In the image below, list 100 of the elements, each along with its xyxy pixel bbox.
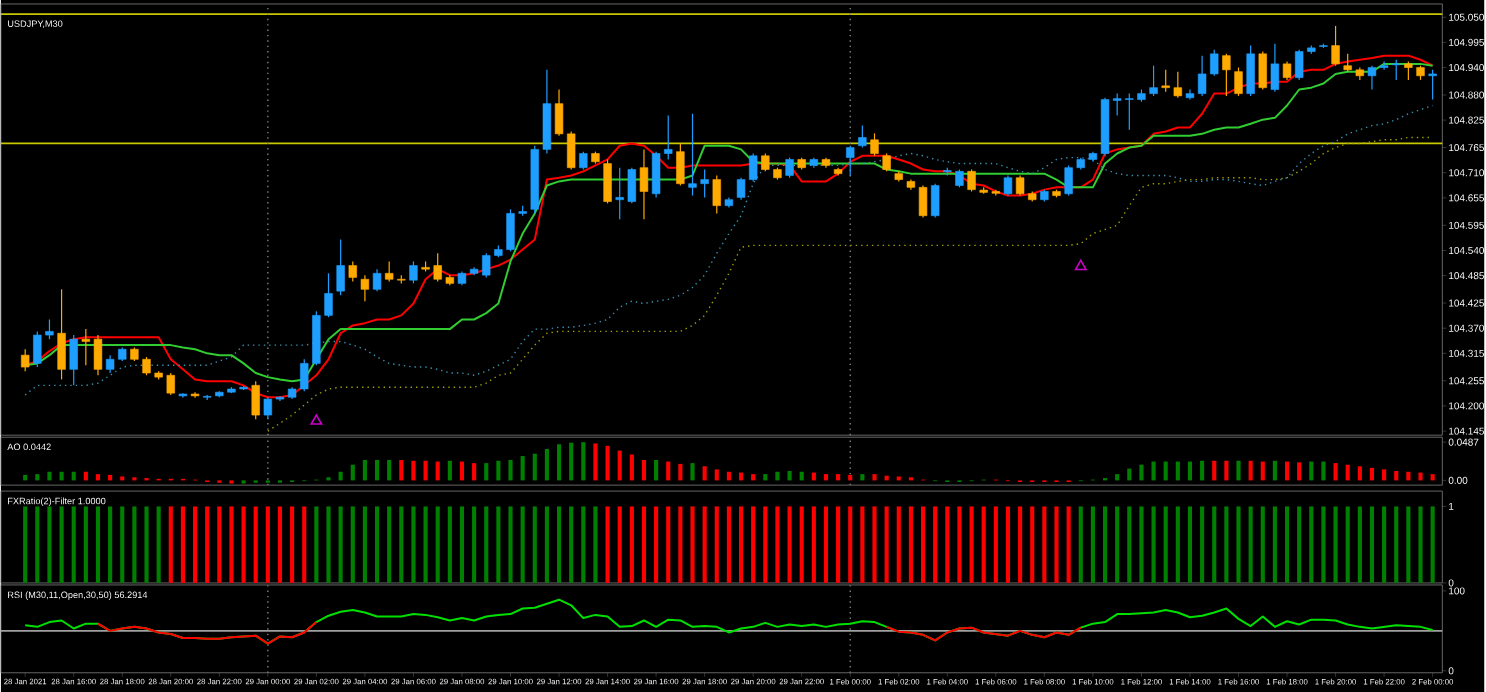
candlestick <box>57 288 66 380</box>
candlestick <box>967 168 976 192</box>
bar <box>47 471 52 481</box>
bar <box>435 461 440 481</box>
bar <box>1224 460 1229 481</box>
candlestick <box>1222 52 1231 97</box>
bar <box>1309 461 1314 481</box>
candlestick <box>1282 60 1292 81</box>
bar <box>423 460 428 481</box>
bar <box>1382 469 1387 481</box>
bar <box>544 448 549 481</box>
bar <box>1151 461 1156 481</box>
candlestick <box>1234 66 1243 97</box>
candlestick <box>360 274 370 302</box>
bar <box>1333 462 1338 481</box>
bar <box>763 473 768 481</box>
bar <box>1345 464 1350 481</box>
bar <box>556 443 562 481</box>
bar <box>1115 473 1120 481</box>
candlestick <box>870 132 879 157</box>
bar <box>1175 461 1180 481</box>
bar <box>350 464 355 481</box>
candlestick <box>1331 24 1340 66</box>
candlestick <box>1258 50 1267 90</box>
bar <box>1260 461 1265 481</box>
bar <box>605 445 610 481</box>
bar <box>641 459 647 481</box>
bar <box>569 442 574 481</box>
candlestick <box>1392 58 1401 81</box>
candlestick <box>918 184 928 218</box>
candlestick <box>785 156 794 178</box>
bar <box>823 473 829 481</box>
bar <box>496 460 501 481</box>
bar <box>95 473 101 481</box>
bar <box>593 443 598 481</box>
bar <box>836 473 841 481</box>
bar <box>1127 468 1132 481</box>
candlestick <box>542 68 552 154</box>
bar <box>1394 470 1399 481</box>
candlestick <box>348 260 357 282</box>
bar <box>411 460 416 481</box>
bar <box>751 473 756 481</box>
bar <box>714 469 719 481</box>
bar <box>702 465 707 481</box>
candlestick <box>930 182 940 218</box>
candlestick <box>69 334 78 386</box>
bar <box>374 459 380 481</box>
bar <box>860 473 865 481</box>
bar <box>1212 460 1217 481</box>
bar <box>447 460 452 481</box>
candlestick <box>846 144 855 176</box>
bar <box>1430 473 1435 481</box>
candlestick <box>1003 174 1013 196</box>
candlestick <box>603 158 612 204</box>
bar <box>1139 464 1144 481</box>
candlestick <box>1428 68 1437 100</box>
bar <box>629 454 634 481</box>
bar <box>1272 460 1277 481</box>
bar <box>654 459 659 481</box>
bar <box>1236 460 1241 481</box>
bar <box>787 470 792 481</box>
candlestick <box>21 348 30 372</box>
candlestick <box>409 260 418 284</box>
bar <box>35 473 40 481</box>
bar <box>666 461 671 481</box>
candlestick <box>1161 68 1170 92</box>
bar <box>1163 461 1168 481</box>
candlestick <box>372 268 382 292</box>
candlestick <box>251 380 260 420</box>
candlestick <box>712 174 721 214</box>
bar <box>1297 461 1302 481</box>
bar <box>459 461 465 481</box>
candlestick <box>336 238 345 296</box>
candlestick <box>1404 60 1413 81</box>
bar <box>399 459 404 481</box>
candlestick <box>858 124 867 148</box>
candlestick <box>1246 44 1255 97</box>
bar <box>484 462 489 481</box>
bar <box>678 463 683 481</box>
bar <box>1369 467 1375 481</box>
bar <box>362 459 367 481</box>
bar <box>690 462 695 481</box>
candlestick <box>1173 70 1183 98</box>
candlestick <box>639 148 649 220</box>
bar <box>508 459 513 481</box>
candlestick <box>676 142 685 186</box>
bar <box>472 462 477 481</box>
bar <box>1418 472 1423 481</box>
candlestick <box>1367 64 1377 90</box>
bar <box>532 453 537 481</box>
bar <box>520 455 525 481</box>
bar <box>1284 461 1290 481</box>
bar <box>617 450 622 481</box>
bar <box>387 459 392 481</box>
bar <box>1321 461 1326 481</box>
candlestick <box>324 272 333 318</box>
bar <box>581 441 586 481</box>
bar <box>1357 465 1362 481</box>
bar <box>1248 460 1253 481</box>
bar <box>1200 460 1205 481</box>
